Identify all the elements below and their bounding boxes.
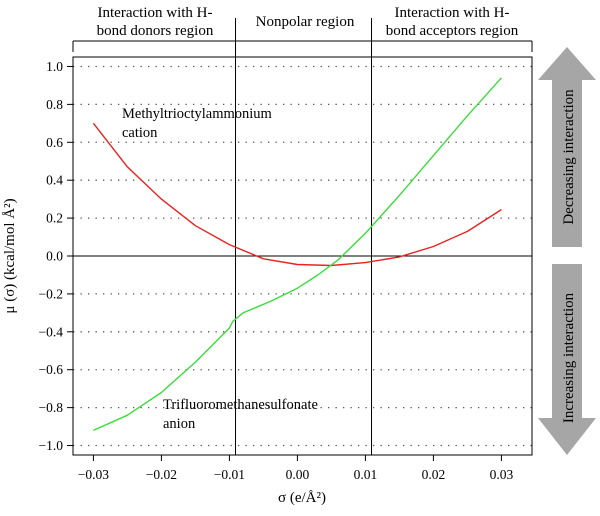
annotation-layer: Methyltrioctylammonium cation Trifluorom…	[122, 106, 318, 432]
region-header: Interaction with H- bond donors region N…	[97, 5, 519, 39]
series-layer	[92, 77, 502, 432]
x-tick-label: 0.00	[286, 467, 310, 482]
region-acceptor-line1: Interaction with H-	[395, 5, 510, 21]
x-axis-label: σ (e/Å²)	[278, 490, 326, 506]
x-tick-label: 0.01	[354, 467, 378, 482]
y-tick-label: 0.2	[46, 211, 63, 226]
increasing-arrow-shape	[538, 264, 596, 455]
region-donor-line1: Interaction with H-	[98, 5, 213, 21]
y-tick-label: 0.4	[46, 173, 63, 188]
y-tick-label: −0.2	[39, 286, 64, 301]
cation-series-line	[92, 122, 502, 267]
x-tick-label: −0.02	[146, 467, 177, 482]
increasing-arrow-label: Increasing interaction	[561, 292, 577, 423]
y-tick-label: −1.0	[39, 438, 64, 453]
region-acceptor-line2: bond acceptors region	[386, 23, 519, 39]
region-layer	[72, 18, 533, 455]
y-axis-label: μ (σ) (kcal/mol Å²)	[2, 198, 18, 313]
side-arrows: Decreasing interaction Increasing intera…	[538, 47, 596, 455]
y-tick-label: 0.8	[46, 97, 63, 112]
cation-label-line2: cation	[122, 125, 158, 141]
decreasing-arrow-shape	[538, 47, 596, 247]
axis-layer: −1.0 −0.8 −0.6 −0.4 −0.2 0.0 0.2 0.4 0.6 0.8 1.0 −0…	[39, 56, 533, 482]
anion-label-line2: anion	[163, 416, 196, 432]
x-tick-label: 0.03	[490, 467, 514, 482]
cation-label-line1: Methyltrioctylammonium	[122, 106, 273, 122]
y-tick-label: 1.0	[46, 59, 63, 74]
y-tick-label: −0.4	[39, 324, 64, 339]
anion-series-line	[93, 77, 502, 432]
anion-label-line1: Trifluoromethanesulfonate	[163, 397, 318, 413]
grid-layer	[73, 65, 532, 447]
y-tick-label: −0.6	[39, 362, 64, 377]
x-tick-label: −0.03	[78, 467, 109, 482]
y-tick-label: 0.0	[46, 249, 63, 264]
y-tick-label: −0.8	[39, 400, 64, 415]
decreasing-arrow-label: Decreasing interaction	[561, 89, 577, 225]
region-nonpolar-line1: Nonpolar region	[256, 14, 355, 30]
x-tick-label: 0.02	[422, 467, 446, 482]
region-donor-line2: bond donors region	[97, 23, 214, 39]
y-tick-label: 0.6	[46, 135, 63, 150]
x-tick-label: −0.01	[214, 467, 245, 482]
